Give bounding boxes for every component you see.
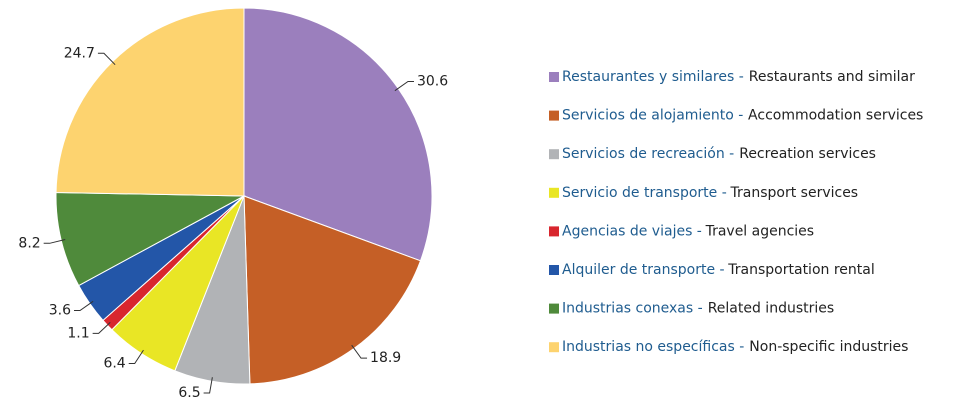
value-label: 18.9 [370,350,401,366]
legend-label-es: Industrias conexas - [562,301,703,317]
legend-label-en: Related industries [708,301,834,317]
legend-swatch [549,265,559,275]
leader-line [128,349,144,365]
legend-swatch [549,72,559,82]
legend-label-en: Restaurants and similar [749,69,915,85]
legend-swatch [549,187,559,198]
value-label: 24.7 [64,45,95,61]
value-label: 30.6 [417,74,448,90]
leader-line [97,52,116,66]
leader-line [394,81,414,92]
legend-swatch [549,110,559,121]
leader-line [351,344,368,359]
legend-swatch [549,342,559,353]
legend-label: Servicios de alojamiento - Accommodation … [562,108,923,124]
legend-label: Agencias de viajes - Travel agencies [562,223,814,239]
value-label: 3.6 [49,302,71,318]
legend-label: Servicio de transporte - Transport servic… [562,185,858,201]
legend-label-es: Alquiler de transporte - [562,262,725,278]
legend-label-en: Travel agencies [705,223,815,239]
legend-label-es: Industrias no específicas - [562,339,744,355]
legend-label-en: Non-specific industries [749,339,908,355]
pie-slice [55,7,245,197]
legend-label-es: Servicio de transporte - [562,185,727,201]
legend-label: Servicios de recreación - Recreation serv… [562,146,876,162]
leader-line [92,322,111,334]
legend-label: Restaurantes y similares - Restaurants an… [562,69,915,85]
legend-swatch [549,149,559,160]
leader-line [43,239,66,244]
value-label: 6.5 [178,385,200,401]
legend-label-es: Agencias de viajes - [562,223,702,239]
leader-line [74,300,94,311]
legend-label-en: Transport services [730,185,859,201]
legend-swatch [549,226,559,237]
leader-line [203,377,213,394]
legend-swatch [549,303,559,314]
legend-label-es: Servicios de alojamiento - [562,108,743,124]
value-label: 8.2 [18,235,40,251]
value-label: 6.4 [103,356,125,372]
legend-label-en: Transportation rental [727,262,874,278]
legend-label: Industrias conexas - Related industries [562,301,834,317]
legend-label-en: Recreation services [739,146,876,162]
value-label: 1.1 [67,325,89,341]
legend-label-es: Servicios de recreación - [562,146,734,162]
legend-label: Alquiler de transporte - Transportation r… [562,262,875,278]
legend-label-en: Accommodation services [748,108,923,124]
legend-label-es: Restaurantes y similares - [562,69,744,85]
legend-label: Industrias no específicas - Non-specific … [562,339,908,355]
